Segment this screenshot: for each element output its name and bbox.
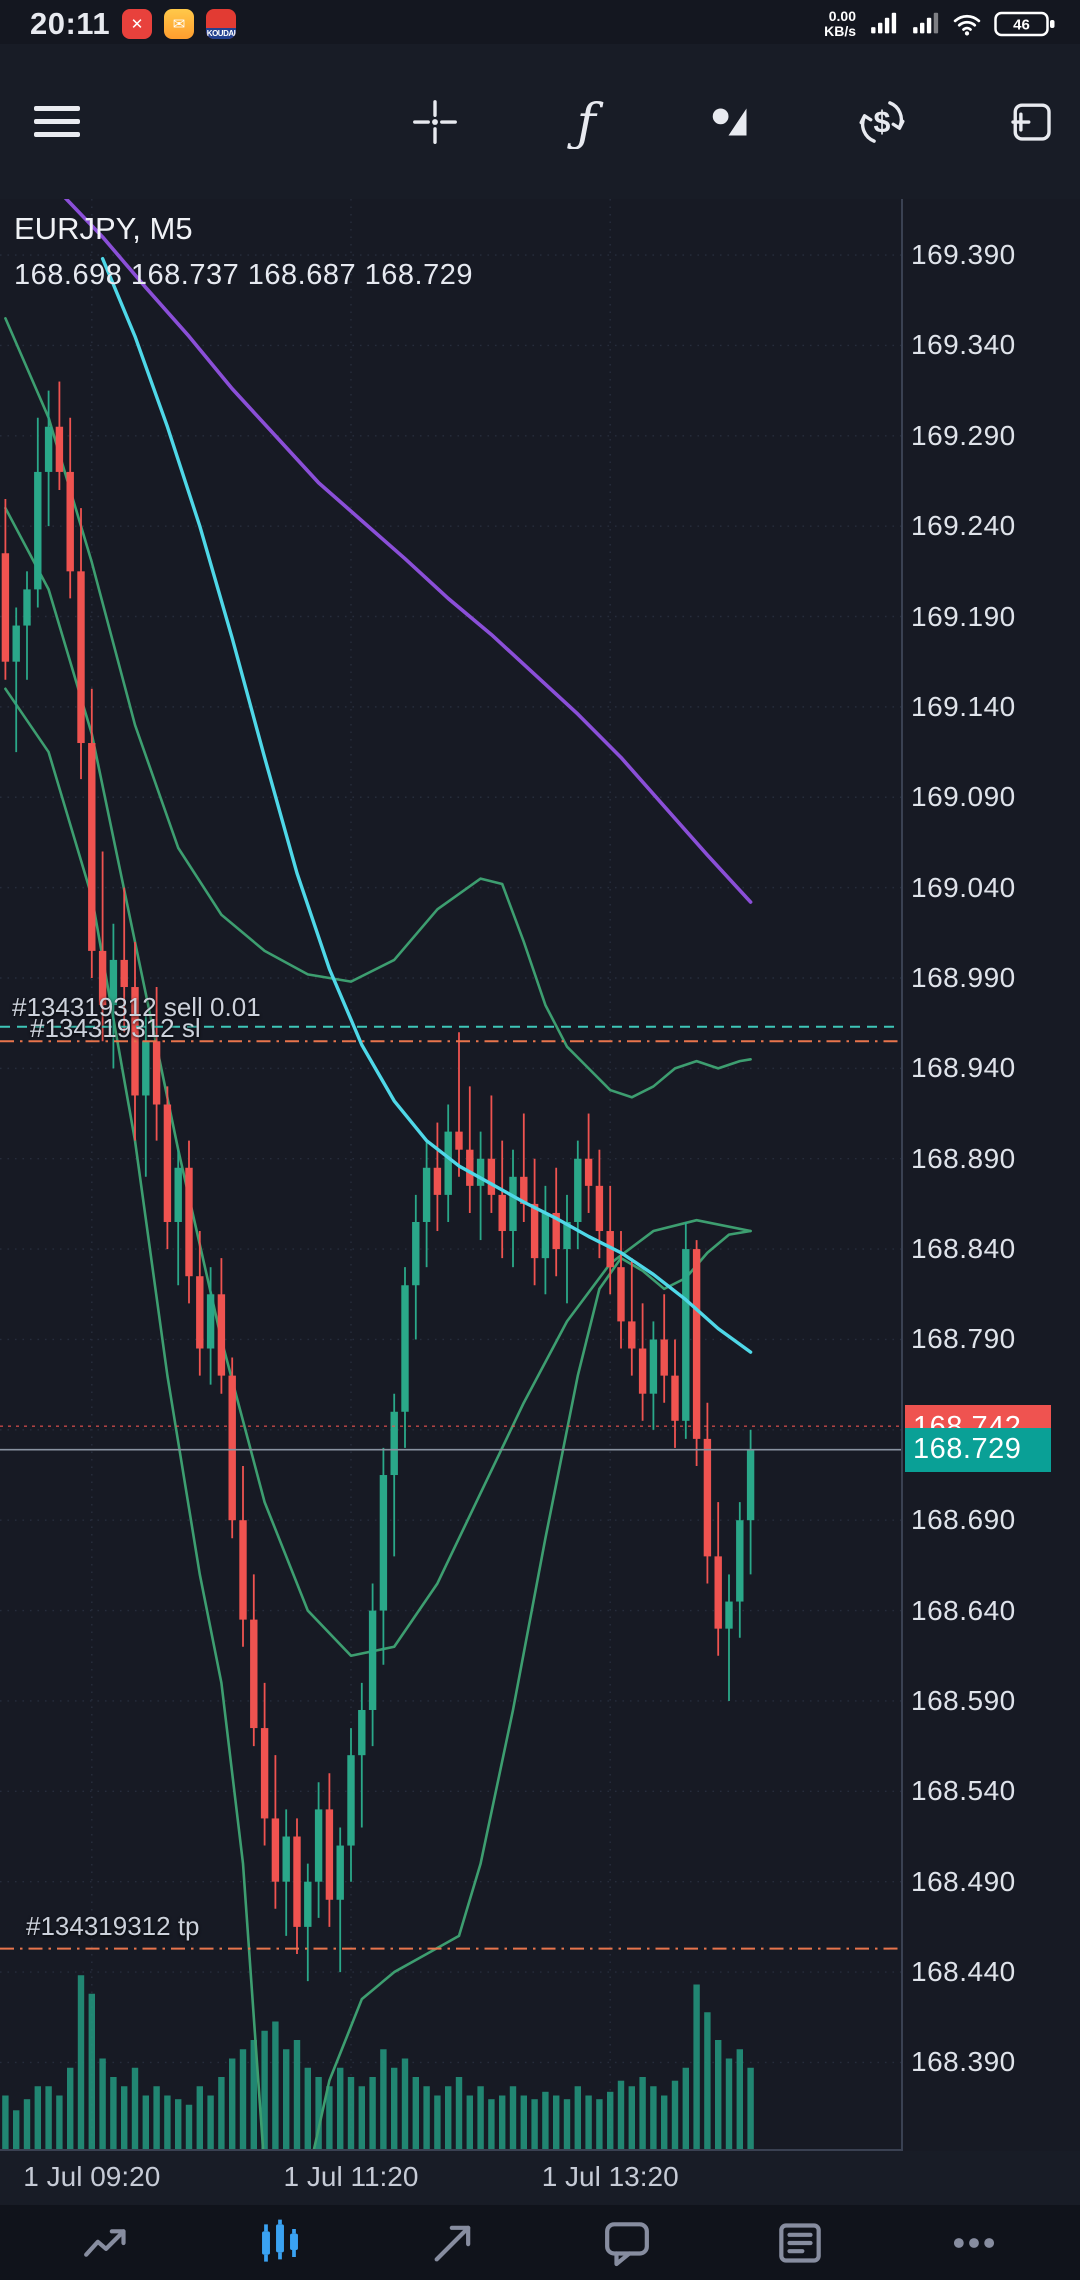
currency-exchange-icon: $ (859, 100, 905, 143)
more-dots-icon (953, 2238, 995, 2248)
network-speed-unit: KB/s (824, 23, 856, 39)
chart-toolbar: ƒ $ (0, 44, 1080, 199)
notification-close-badge-icon: ✕ (122, 9, 153, 39)
nav-news[interactable] (770, 2213, 830, 2273)
chart-area[interactable]: EURJPY, M5 168.698 168.737 168.687 168.7… (0, 199, 1080, 2151)
crosshair-icon (413, 99, 457, 144)
price-axis-label: 168.940 (911, 1052, 1016, 1084)
notification-app-badge-icon: KOUDAI (206, 9, 237, 39)
price-axis-label: 168.990 (911, 961, 1016, 993)
nav-quotes[interactable] (76, 2213, 136, 2273)
trending-up-icon (84, 2229, 126, 2257)
crosshair-button[interactable] (404, 91, 466, 153)
price-axis-label: 168.790 (911, 1323, 1016, 1355)
arrow-up-right-icon (434, 2225, 471, 2262)
cell-signal-icon (871, 12, 897, 34)
price-axis-label: 168.840 (911, 1233, 1016, 1265)
status-bar-left: 20:11 ✕ ✉ KOUDAI (30, 6, 237, 42)
bid-price-badge: 168.729 (905, 1427, 1051, 1472)
price-axis-label: 169.290 (911, 419, 1016, 451)
price-axis-label: 169.390 (911, 239, 1016, 271)
nav-charts[interactable] (250, 2213, 310, 2273)
new-order-icon (1011, 102, 1051, 141)
price-axis: 168.742 168.729 169.390 169.340 169.290 169… (903, 199, 1080, 2151)
price-axis-label: 168.690 (911, 1504, 1016, 1536)
app-badge-label: KOUDAI (206, 28, 237, 39)
chat-bubble-icon (604, 2222, 649, 2267)
price-axis-label: 168.590 (911, 1684, 1016, 1716)
objects-shapes-icon (712, 108, 747, 135)
battery-icon: 46 (994, 11, 1055, 37)
price-axis-label: 168.540 (911, 1775, 1016, 1807)
nav-more[interactable] (944, 2213, 1004, 2273)
bottom-navigation (0, 2205, 1080, 2280)
candlestick-bars-icon (261, 2219, 298, 2262)
price-axis-label: 169.190 (911, 600, 1016, 632)
time-axis-label: 1 Jul 13:20 (541, 2161, 679, 2192)
notification-mail-badge-icon: ✉ (164, 9, 195, 39)
newspaper-icon (779, 2223, 822, 2263)
candlestick-chart[interactable] (0, 199, 903, 2151)
battery-percent-label: 46 (1013, 17, 1030, 34)
network-speed-indicator: 0.00 KB/s (824, 9, 856, 39)
price-axis-label: 168.390 (911, 2046, 1016, 2078)
status-bar-right: 0.00 KB/s (824, 9, 1056, 39)
menu-button[interactable] (26, 91, 88, 153)
function-icon: ƒ (567, 95, 604, 149)
cell-signal-2-icon (913, 12, 939, 34)
price-axis-label: 169.240 (911, 510, 1016, 542)
wifi-icon (953, 14, 981, 36)
price-axis-label: 169.340 (911, 329, 1016, 361)
status-bar: 20:11 ✕ ✉ KOUDAI 0.00 KB/s (0, 0, 1080, 44)
time-axis-label: 1 Jul 09:20 (23, 2161, 161, 2192)
hamburger-icon (34, 106, 80, 137)
currency-button[interactable]: $ (851, 91, 913, 153)
toolbar-icons: ƒ $ (404, 91, 1062, 153)
svg-text:ƒ: ƒ (567, 95, 604, 149)
nav-trade[interactable] (423, 2213, 483, 2273)
price-axis-label: 168.890 (911, 1142, 1016, 1174)
clock: 20:11 (30, 6, 111, 41)
price-axis-label: 168.440 (911, 1956, 1016, 1988)
price-axis-label: 168.490 (911, 1865, 1016, 1897)
network-speed-value: 0.00 (828, 8, 856, 24)
price-axis-label: 168.640 (911, 1594, 1016, 1626)
svg-text:$: $ (874, 106, 891, 139)
price-axis-label: 169.040 (911, 871, 1016, 903)
nav-messages[interactable] (597, 2213, 657, 2273)
new-order-button[interactable] (1000, 91, 1062, 153)
price-axis-label: 169.090 (911, 781, 1016, 813)
time-axis-label: 1 Jul 11:20 (283, 2161, 419, 2192)
objects-button[interactable] (702, 91, 764, 153)
indicators-button[interactable]: ƒ (553, 91, 615, 153)
price-axis-label: 169.140 (911, 690, 1016, 722)
time-axis: 1 Jul 09:20 1 Jul 11:20 1 Jul 13:20 (0, 2151, 1080, 2205)
